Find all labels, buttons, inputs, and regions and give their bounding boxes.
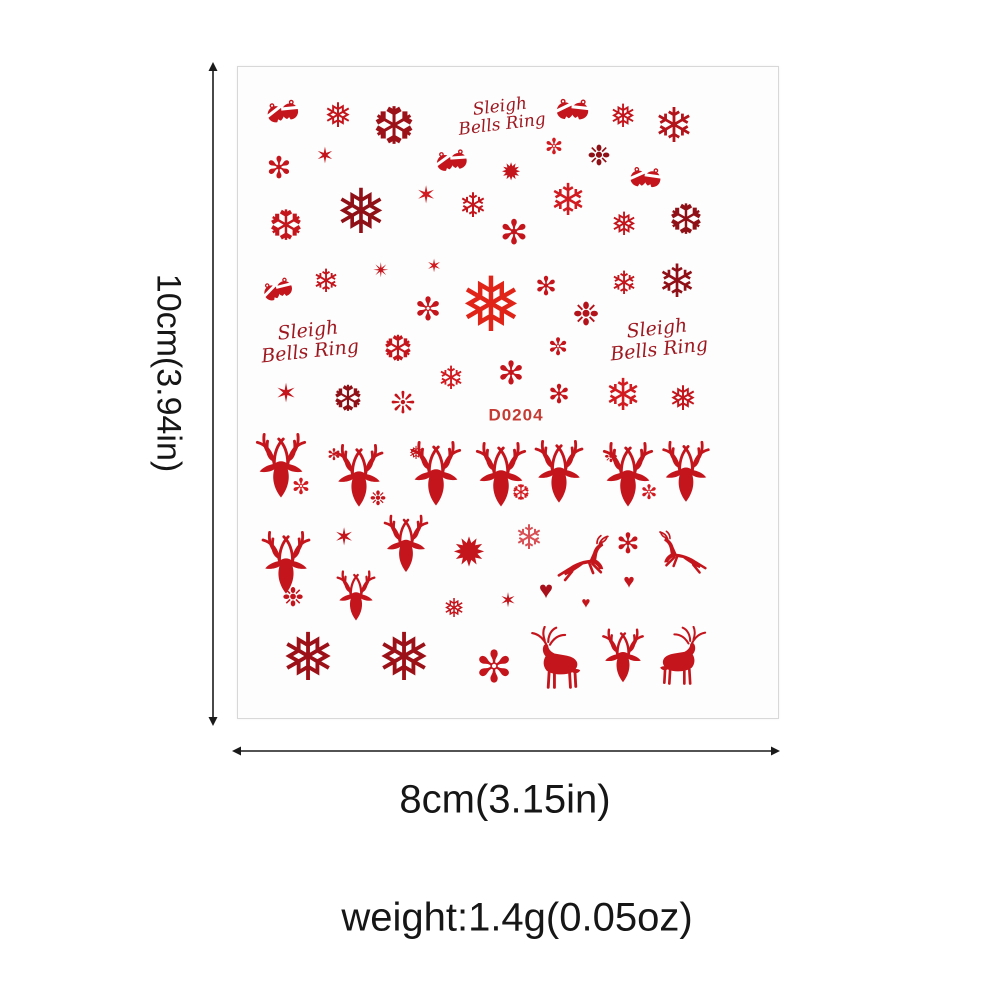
stag-head-icon <box>374 512 438 576</box>
snowflake-motif: ❄ <box>549 176 587 225</box>
snowflake-motif: ❆ <box>332 378 364 419</box>
sticker-sheet: ❅ ❆ Sleigh Bells Ring ❅ ❄ ✻ ✶ ✹ ✼ ❉ ❆ ❅ ✶ ❄ ✻ ❄ ❅ ❆ ❄ ✴ ✶ ✼ ❅ ✻ ❉… <box>237 66 779 719</box>
snowflake-motif: ✻ <box>499 214 529 252</box>
snowflake-motif: ❄ <box>657 255 697 307</box>
bells-icon <box>431 139 473 181</box>
sparkle-motif: ✶ <box>275 378 297 408</box>
snowflake-motif: ❉ <box>572 296 600 332</box>
snowflake-motif: ✼ <box>544 134 564 159</box>
sparkle-motif: ✶ <box>315 143 335 168</box>
snowflake-motif: ✼ <box>475 643 513 692</box>
snowflake-motif: ❊ <box>390 387 416 420</box>
stag-head-icon <box>328 568 384 624</box>
snowflake-motif: ❆ <box>372 98 416 156</box>
snowflake-motif: ❅ <box>610 206 638 242</box>
deer-stand-icon <box>526 626 590 690</box>
snowflake-motif: ❉ <box>282 582 304 612</box>
snowflake-motif: ✼ <box>291 474 311 499</box>
width-label: 8cm(3.15in) <box>399 777 611 822</box>
deer-leap-icon <box>657 527 709 579</box>
bells-icon <box>550 86 595 131</box>
script-icon: Sleigh Bells Ring <box>457 93 547 141</box>
snowflake-motif: ❄ <box>514 519 544 557</box>
snowflake-motif: ❅ <box>443 593 465 623</box>
snowflake-motif: ❅ <box>609 98 637 134</box>
bells-icon <box>261 89 305 133</box>
stag-head-icon <box>652 438 720 506</box>
sparkle-motif: ✶ <box>426 256 442 276</box>
height-label: 10cm(3.94in) <box>149 273 188 473</box>
bells-icon <box>624 155 668 199</box>
snowflake-motif: ❅ <box>376 620 432 694</box>
snowflake-motif: ✻ <box>266 152 292 185</box>
snowflake-motif: ❄ <box>312 263 340 299</box>
snowflake-motif: ❆ <box>668 196 704 243</box>
snowflake-motif: ❉ <box>369 488 387 510</box>
snowflake-motif: ✼ <box>640 482 658 504</box>
stag-head-icon <box>400 438 472 510</box>
sparkle-motif: ✶ <box>415 182 437 209</box>
snowflake-motif: ✻ <box>616 528 640 559</box>
snowflake-motif: ✼ <box>547 334 569 361</box>
sparkle-motif: ✴ <box>372 260 390 282</box>
heart-motif: ♥ <box>623 571 635 593</box>
snowflake-motif: ❆ <box>382 328 414 369</box>
sparkle-motif: ✶ <box>499 590 517 612</box>
snowflake-motif: ❉ <box>587 140 611 171</box>
snowflake-motif: ❅ <box>459 263 523 348</box>
snowflake-motif: ❆ <box>268 202 304 249</box>
snowflake-motif: ❄ <box>437 360 465 396</box>
snowflake-motif: ✹ <box>452 531 486 575</box>
snowflake-motif: ✼ <box>414 291 442 327</box>
sparkle-motif: ✶ <box>333 524 355 551</box>
heart-motif: ♥ <box>581 594 591 612</box>
snowflake-motif: ❅ <box>280 620 336 694</box>
width-dimension-arrow <box>232 746 780 756</box>
height-dimension-arrow <box>208 62 218 726</box>
stag-head-icon <box>524 437 594 507</box>
snowflake-motif: ✻ <box>535 271 557 301</box>
snowflake-motif: ❅ <box>335 178 387 247</box>
snowflake-motif: ✻ <box>327 447 341 464</box>
script-icon: Sleigh Bells Ring <box>260 316 360 368</box>
bells-icon <box>256 267 301 312</box>
heart-motif: ♥ <box>538 577 554 604</box>
snowflake-motif: ❄ <box>604 371 642 420</box>
snowflake-motif: ✻ <box>548 379 570 409</box>
script-icon: Sleigh Bells Ring <box>609 314 709 366</box>
code-icon: D0204 <box>488 405 544 425</box>
snowflake-motif: ❅ <box>323 97 353 135</box>
snowflake-motif: ✻ <box>497 355 525 391</box>
sparkle-motif: ✹ <box>500 159 522 186</box>
snowflake-motif: ❅ <box>668 380 698 418</box>
deer-leap-icon <box>555 531 611 587</box>
snowflake-motif: ❄ <box>458 187 488 225</box>
snowflake-motif: ❄ <box>653 100 695 153</box>
deer-stand-icon <box>651 626 711 686</box>
snowflake-motif: ❆ <box>511 480 531 505</box>
snowflake-motif: ❄ <box>610 265 638 301</box>
weight-label: weight:1.4g(0.05oz) <box>341 895 693 940</box>
stag-head-icon <box>593 626 653 686</box>
